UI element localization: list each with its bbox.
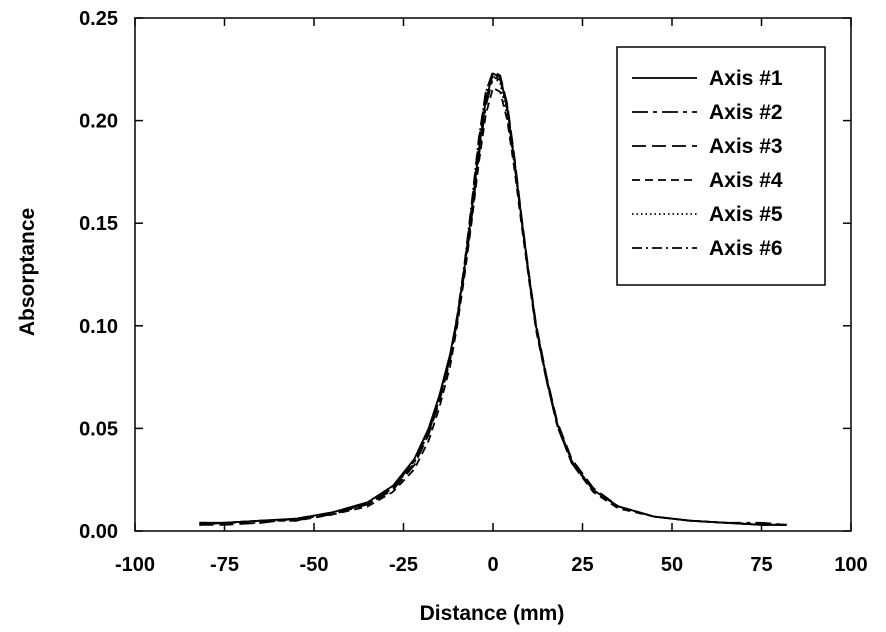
legend: Axis #1 Axis #2 Axis #3 Axis #4 Axis #5 Axis … [616,46,826,286]
x-tick-label: -100 [115,554,155,576]
legend-label-axis-3: Axis #3 [709,135,783,158]
legend-label-axis-6: Axis #6 [709,237,783,260]
legend-label-axis-4: Axis #4 [709,169,783,192]
x-tick-label: 25 [571,554,593,576]
y-tick-label: 0.00 [79,521,118,543]
legend-box [616,46,826,286]
y-tick-label: 0.25 [79,8,118,30]
y-tick-label: 0.15 [79,213,118,235]
legend-label-axis-1: Axis #1 [709,67,783,90]
x-tick-label: 0 [487,554,498,576]
legend-label-axis-5: Axis #5 [709,203,783,226]
x-tick-label: -50 [300,554,329,576]
y-axis-title: Absorptance [16,208,39,336]
x-tick-label: 75 [750,554,772,576]
x-axis-title: Distance (mm) [420,602,565,625]
tick-labels: -100 -75 -50 -25 0 25 50 75 100 0.00 0.05 0.10 0.15 0… [79,8,868,576]
x-tick-label: -75 [210,554,239,576]
x-tick-label: -25 [389,554,418,576]
y-tick-label: 0.20 [79,111,118,133]
y-tick-label: 0.10 [79,316,118,338]
axis-ticks [134,17,852,532]
x-tick-label: 50 [661,554,683,576]
x-tick-label: 100 [834,554,867,576]
series-lines [199,70,787,526]
legend-label-axis-2: Axis #2 [709,101,783,124]
series-line-axis-6 [199,74,787,526]
y-tick-label: 0.05 [79,418,118,440]
